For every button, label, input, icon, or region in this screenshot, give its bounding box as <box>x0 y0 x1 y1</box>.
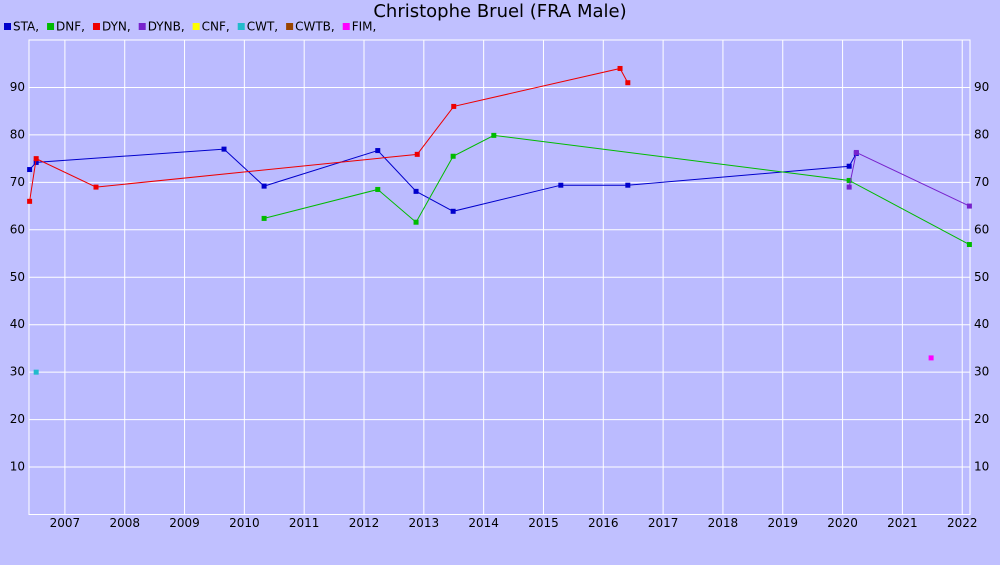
legend-swatch <box>4 23 11 30</box>
data-point <box>33 159 39 165</box>
legend-label: CWTB, <box>295 20 335 34</box>
data-point <box>846 163 852 169</box>
data-point <box>853 149 859 155</box>
data-point <box>33 156 39 162</box>
data-point <box>928 355 934 361</box>
x-tick-label: 2008 <box>109 516 140 530</box>
data-point <box>558 182 564 188</box>
data-point <box>966 203 972 209</box>
y2-tick-label: 20 <box>974 412 989 426</box>
x-tick-label: 2019 <box>767 516 798 530</box>
data-point <box>617 65 623 71</box>
legend-label: DNF, <box>56 20 85 34</box>
x-tick-label: 2009 <box>169 516 200 530</box>
data-point <box>414 151 420 157</box>
x-tick-label: 2017 <box>648 516 679 530</box>
y-tick-label: 90 <box>10 80 25 94</box>
legend-swatch <box>342 23 350 30</box>
data-point <box>27 167 33 173</box>
x-tick-label: 2015 <box>528 516 559 530</box>
data-point <box>375 186 381 192</box>
data-point <box>375 148 381 154</box>
data-point <box>261 215 267 221</box>
legend-label: DYN, <box>102 20 131 34</box>
x-tick-label: 2022 <box>947 516 978 530</box>
y-tick-label: 80 <box>10 127 25 141</box>
x-tick-label: 2016 <box>588 516 619 530</box>
data-point <box>413 188 419 194</box>
y2-tick-label: 10 <box>974 460 989 474</box>
data-point <box>451 103 457 109</box>
data-point <box>413 219 419 225</box>
legend-label: STA, <box>13 20 39 34</box>
y-tick-label: 70 <box>10 175 25 189</box>
legend-label: FIM, <box>352 20 377 34</box>
x-tick-label: 2014 <box>468 516 499 530</box>
y-tick-label: 40 <box>10 317 25 331</box>
x-tick-label: 2021 <box>887 516 918 530</box>
data-point <box>625 182 631 188</box>
y-tick-label: 30 <box>10 365 25 379</box>
data-point <box>966 242 972 248</box>
y2-tick-label: 80 <box>974 127 989 141</box>
data-point <box>221 146 227 152</box>
data-point <box>33 369 39 375</box>
legend-label: CWT, <box>247 20 278 34</box>
data-point <box>450 153 456 159</box>
x-tick-label: 2018 <box>708 516 739 530</box>
data-point <box>261 183 267 189</box>
x-tick-label: 2012 <box>349 516 380 530</box>
y2-tick-label: 40 <box>974 317 989 331</box>
data-point <box>846 177 852 183</box>
legend-swatch <box>237 23 245 30</box>
y-tick-label: 10 <box>10 460 25 474</box>
y2-tick-label: 70 <box>974 175 989 189</box>
y2-tick-label: 60 <box>974 222 989 236</box>
y-tick-label: 50 <box>10 270 25 284</box>
x-tick-label: 2013 <box>409 516 440 530</box>
legend-label: DYNB, <box>148 20 185 34</box>
x-tick-label: 2011 <box>289 516 320 530</box>
legend-swatch <box>92 23 100 30</box>
data-point <box>625 80 631 86</box>
data-point <box>93 184 99 190</box>
data-point <box>27 198 33 204</box>
legend-swatch <box>286 23 294 30</box>
data-point <box>450 208 456 214</box>
y-tick-label: 20 <box>10 412 25 426</box>
y2-tick-label: 30 <box>974 365 989 379</box>
data-point <box>491 132 497 138</box>
data-point <box>846 184 852 190</box>
y2-tick-label: 50 <box>974 270 989 284</box>
y2-tick-label: 90 <box>974 80 989 94</box>
x-tick-label: 2010 <box>229 516 260 530</box>
y-tick-label: 60 <box>10 222 25 236</box>
legend-swatch <box>47 23 55 30</box>
legend-swatch <box>138 23 146 30</box>
x-tick-label: 2007 <box>50 516 81 530</box>
chart-title: Christophe Bruel (FRA Male) <box>373 1 626 22</box>
x-tick-label: 2020 <box>827 516 858 530</box>
legend-label: CNF, <box>202 20 230 34</box>
legend-swatch <box>192 23 200 30</box>
